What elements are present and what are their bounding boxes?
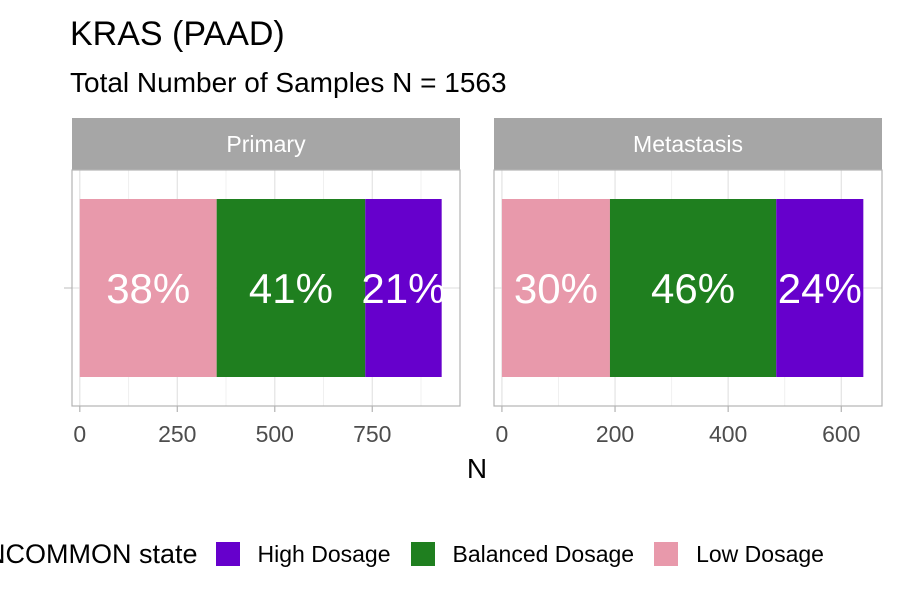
x-tick-label-primary: 750 <box>353 421 391 447</box>
bar-metastasis-balanced-dosage <box>609 199 777 377</box>
legend-title: NCOMMON state <box>0 538 198 569</box>
facet-strip-primary <box>72 118 460 170</box>
legend: NCOMMON state High Dosage Balanced Dosag… <box>0 526 900 582</box>
x-tick-label-metastasis: 600 <box>822 421 860 447</box>
data-label-primary-balanced-dosage: 41% <box>249 265 333 312</box>
legend-key-low-dosage <box>654 542 679 566</box>
bar-metastasis-low-dosage <box>501 199 610 377</box>
chart-title: KRAS (PAAD) <box>70 15 285 53</box>
data-label-metastasis-high-dosage: 24% <box>778 265 862 312</box>
legend-label-balanced-dosage: Balanced Dosage <box>452 540 635 567</box>
legend-item-balanced-dosage: Balanced Dosage <box>410 540 635 568</box>
data-label-primary-low-dosage: 38% <box>106 265 190 312</box>
panel-border-primary <box>71 169 461 407</box>
panel-border-metastasis <box>493 169 883 407</box>
x-tick-label-metastasis: 0 <box>496 421 509 447</box>
facet-strip-metastasis <box>494 118 882 170</box>
x-tick-label-primary: 0 <box>73 421 86 447</box>
data-label-primary-high-dosage: 21% <box>361 265 445 312</box>
x-tick-label-primary: 250 <box>158 421 196 447</box>
x-tick-label-primary: 500 <box>256 421 294 447</box>
x-tick-label-metastasis: 400 <box>709 421 747 447</box>
legend-label-high-dosage: High Dosage <box>257 540 391 567</box>
bar-primary-high-dosage <box>365 199 442 377</box>
bar-primary-balanced-dosage <box>216 199 366 377</box>
legend-label-low-dosage: Low Dosage <box>696 540 824 567</box>
legend-key-balanced-dosage <box>410 542 435 566</box>
legend-key-high-dosage <box>215 542 240 566</box>
facet-label-primary: Primary <box>226 131 306 157</box>
x-tick-label-metastasis: 200 <box>596 421 634 447</box>
x-axis-label: N <box>467 453 487 484</box>
data-label-metastasis-low-dosage: 30% <box>514 265 598 312</box>
bar-primary-low-dosage <box>79 199 217 377</box>
facet-label-metastasis: Metastasis <box>633 131 743 157</box>
legend-item-high-dosage: High Dosage <box>215 540 391 568</box>
chart-subtitle: Total Number of Samples N = 1563 <box>70 67 507 98</box>
bar-metastasis-high-dosage <box>776 199 864 377</box>
data-label-metastasis-balanced-dosage: 46% <box>651 265 735 312</box>
legend-item-low-dosage: Low Dosage <box>654 541 824 568</box>
